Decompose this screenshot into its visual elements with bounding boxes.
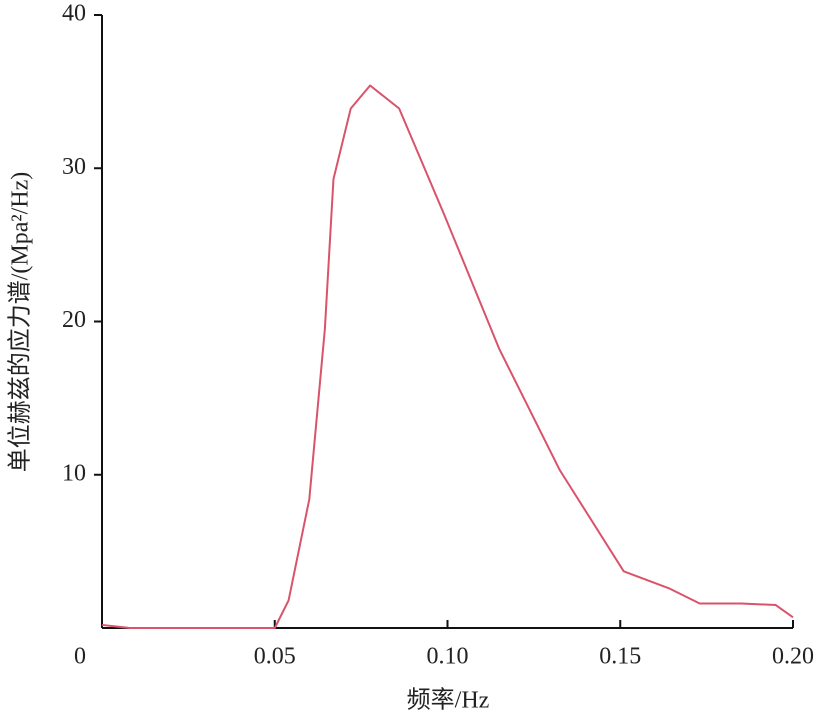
y-axis-label: 单位赫兹的应力谱/(Mpa²/Hz) — [7, 172, 34, 473]
y-tick-label: 20 — [62, 307, 86, 333]
x-tick-label: 0 — [74, 644, 86, 670]
x-axis-label: 频率/Hz — [407, 687, 490, 714]
x-tick-label: 0.10 — [427, 644, 469, 670]
y-tick-label: 40 — [62, 1, 86, 27]
y-tick-label: 30 — [62, 154, 86, 180]
line — [101, 84, 794, 629]
x-tick-label: 0.05 — [254, 644, 296, 670]
x-tick-label: 0.15 — [599, 644, 641, 670]
x-tick-label: 0.20 — [772, 644, 814, 670]
y-tick-label: 10 — [62, 460, 86, 486]
